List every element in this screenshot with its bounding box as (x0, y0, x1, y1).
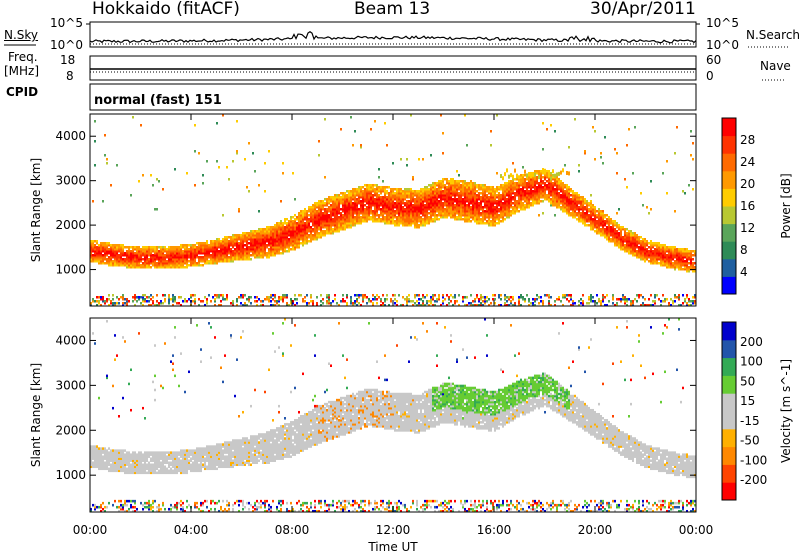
nsky-label: N.Sky (4, 28, 39, 42)
nave-tick-high: 60 (706, 53, 722, 67)
y-tick-label: 4000 (55, 129, 86, 143)
y-tick-label: 3000 (55, 174, 86, 188)
colorbar-frame (721, 117, 737, 295)
colorbar-tick-label: -50 (740, 434, 760, 448)
velocity-heatmap (90, 318, 696, 513)
nave-label: Nave (760, 59, 791, 73)
power-colorbar (722, 118, 736, 295)
colorbar-tick-label: 24 (740, 155, 755, 169)
y-axis-label: Slant Range [km] (29, 363, 43, 467)
x-tick-label: 20:00 (578, 523, 613, 537)
colorbar-tick-label: 16 (740, 199, 755, 213)
cpid-text: normal (fast) 151 (94, 93, 222, 108)
colorbar-tick-label: 200 (740, 335, 763, 349)
colorbar-tick-label: 50 (740, 374, 755, 388)
x-axis-label: Time UT (367, 540, 418, 554)
freq-panel-frame (89, 55, 697, 81)
colorbar-tick-label: -15 (740, 414, 760, 428)
x-tick-label: 12:00 (376, 523, 411, 537)
date-title: 30/Apr/2011 (590, 0, 696, 19)
noise-tick-left-high: 10^5 (50, 16, 83, 30)
beam-title: Beam 13 (354, 0, 431, 19)
noise-sky-series (89, 30, 697, 44)
x-tick-label: 00:00 (679, 523, 714, 537)
colorbar-tick-label: 100 (740, 355, 763, 369)
freq-tick-low: 8 (66, 69, 74, 83)
y-tick-label: 2000 (55, 423, 86, 437)
nave-tick-low: 0 (706, 69, 714, 83)
noise-tick-right-low: 10^0 (706, 38, 739, 52)
y-tick-label: 1000 (55, 263, 86, 277)
velocity-colorbar (722, 322, 736, 501)
colorbar-frame (721, 321, 737, 501)
x-tick-label: 08:00 (275, 523, 310, 537)
freq-tick-high: 18 (60, 53, 76, 67)
colorbar-label: Power [dB] (779, 173, 793, 238)
power-heatmap (90, 114, 696, 307)
colorbar-tick-label: -100 (740, 453, 767, 467)
colorbar-tick-label: 20 (740, 177, 755, 191)
colorbar-tick-label: 12 (740, 221, 755, 235)
y-tick-label: 2000 (55, 218, 86, 232)
noise-tick-right-high: 10^5 (706, 16, 739, 30)
y-axis-label: Slant Range [km] (29, 158, 43, 262)
y-tick-label: 3000 (55, 378, 86, 392)
freq-label: Freq. (8, 50, 38, 64)
colorbar-tick-label: 4 (740, 265, 748, 279)
noise-tick-left-low: 10^0 (50, 38, 83, 52)
y-tick-label: 4000 (55, 333, 86, 347)
noise-panel-frame (89, 21, 697, 48)
colorbar-tick-label: 8 (740, 243, 748, 257)
x-tick-label: 04:00 (174, 523, 209, 537)
colorbar-tick-label: 28 (740, 133, 755, 147)
colorbar-tick-label: 15 (740, 394, 755, 408)
freq-unit-label: [MHz] (4, 64, 40, 78)
colorbar-tick-label: -200 (740, 473, 767, 487)
nsearch-label: N.Search (746, 28, 800, 42)
colorbar-label: Velocity [m s^-1] (779, 359, 793, 463)
station-title: Hokkaido (fitACF) (92, 0, 240, 19)
cpid-label: CPID (6, 85, 39, 99)
x-tick-label: 00:00 (73, 523, 108, 537)
cpid-panel-frame (89, 83, 697, 111)
y-tick-label: 1000 (55, 468, 86, 482)
x-tick-label: 16:00 (477, 523, 512, 537)
